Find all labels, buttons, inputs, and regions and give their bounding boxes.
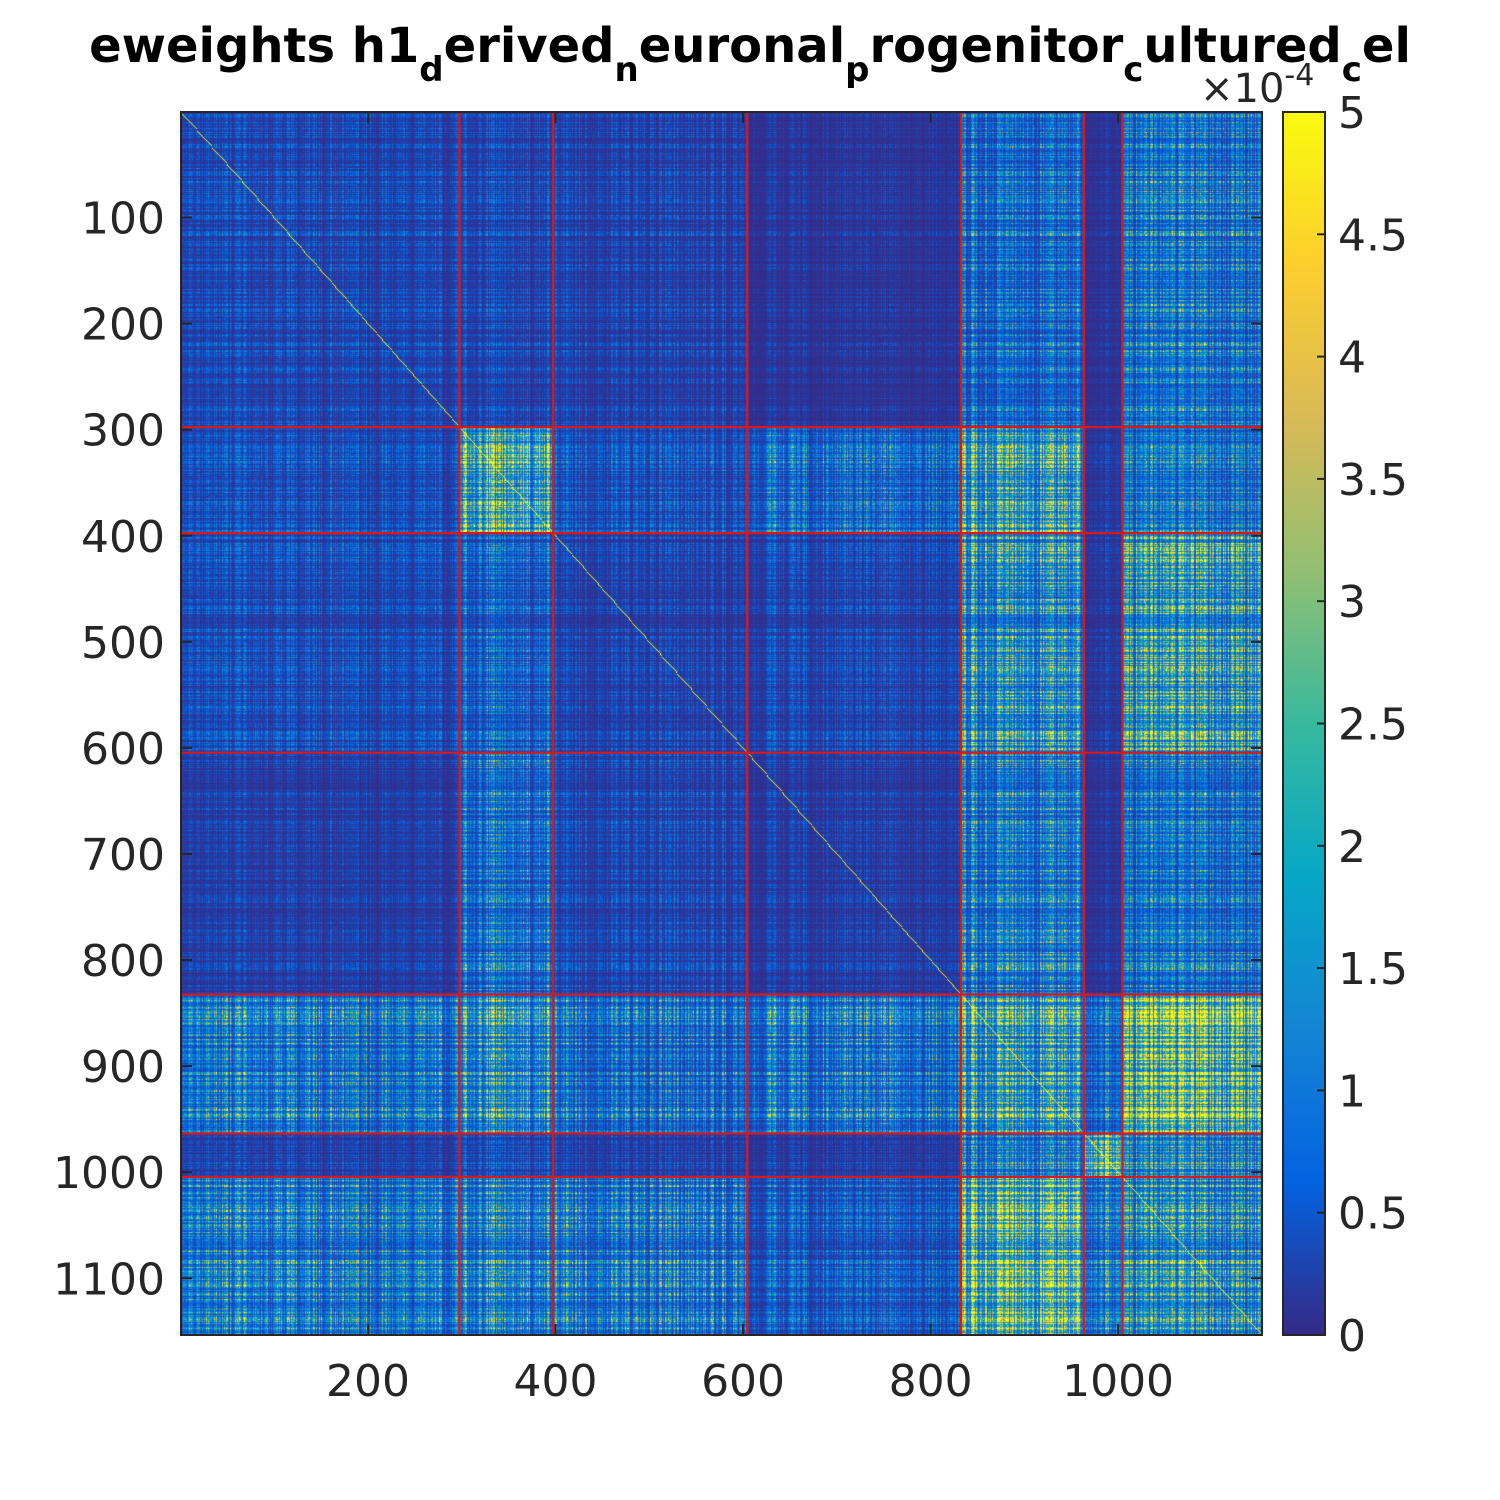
y-tick-label: 200	[81, 300, 165, 351]
title-segment: rogenitor	[869, 18, 1123, 74]
x-tick-label: 200	[326, 1356, 410, 1407]
colorbar-gradient	[1283, 112, 1325, 1335]
colorbar-tick-label: 5	[1338, 88, 1366, 139]
heatmap-cells	[181, 112, 1262, 1335]
x-tick-label: 1000	[1062, 1356, 1174, 1407]
title-segment: el	[1362, 18, 1411, 74]
y-tick-label: 300	[81, 406, 165, 457]
colorbar-tick-label: 3	[1338, 577, 1366, 628]
colorbar: 0 0.5 1 1.5 2 2.5 3 3.5 4 4.5 5 ×10-4	[1200, 58, 1408, 1363]
x-tick-label: 800	[889, 1356, 973, 1407]
title-segment: p	[845, 50, 869, 90]
chart-title: eweights h1derivedneuronalprogenitorcult…	[89, 18, 1411, 90]
colorbar-tick-label: 0	[1338, 1311, 1366, 1362]
title-segment: d	[419, 50, 443, 90]
title-segment: c	[1342, 50, 1362, 90]
colorbar-tick-label: 2.5	[1338, 700, 1408, 751]
colorbar-multiplier: ×10-4	[1200, 58, 1314, 113]
colorbar-tick-label: 1.5	[1338, 944, 1408, 995]
colorbar-tick-label: 1	[1338, 1066, 1366, 1117]
y-tick-label: 500	[81, 618, 165, 669]
colorbar-tick-label: 0.5	[1338, 1189, 1408, 1240]
y-tick-label: 900	[81, 1042, 165, 1093]
y-tick-label: 1000	[53, 1148, 165, 1199]
title-segment: c	[1123, 50, 1143, 90]
colorbar-tick-label: 4	[1338, 333, 1366, 384]
title-segment: n	[615, 50, 639, 90]
title-segment: erived	[444, 18, 615, 74]
y-tick-label: 700	[81, 830, 165, 881]
x-tick-label: 600	[701, 1356, 785, 1407]
colorbar-tick-label: 2	[1338, 822, 1366, 873]
y-tick-label: 400	[81, 512, 165, 563]
title-segment: ultured	[1143, 18, 1341, 74]
axes: 200 400 600 800 1000 100 200 300 400 500 600 700 800…	[53, 194, 1174, 1407]
x-tick-label: 400	[514, 1356, 598, 1407]
y-tick-label: 1100	[53, 1254, 165, 1305]
colorbar-multiplier-exponent: -4	[1284, 58, 1314, 93]
y-tick-label: 600	[81, 724, 165, 775]
y-tick-label: 100	[81, 194, 165, 245]
colorbar-tick-label: 3.5	[1338, 455, 1408, 506]
title-segment: euronal	[639, 18, 845, 74]
y-tick-label: 800	[81, 936, 165, 987]
colorbar-multiplier-base: ×10	[1200, 66, 1284, 112]
colorbar-tick-label: 4.5	[1338, 210, 1408, 261]
title-segment: eweights h1	[89, 18, 419, 74]
